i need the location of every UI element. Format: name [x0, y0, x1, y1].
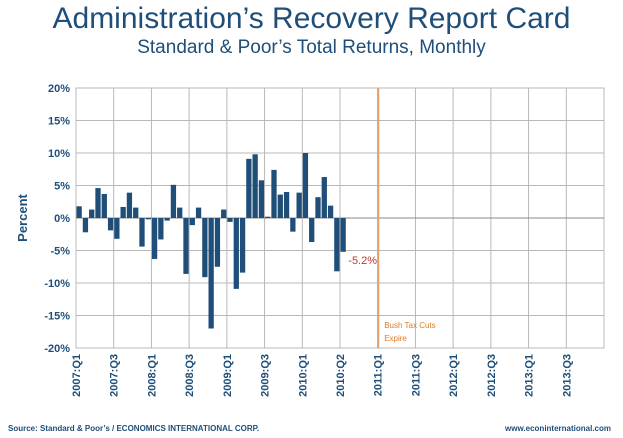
bar	[265, 216, 271, 218]
y-tick-label: 10%	[48, 148, 70, 160]
bar	[95, 188, 101, 218]
bar	[202, 218, 208, 278]
source-note: Source: Standard & Poor’s / ECONOMICS IN…	[8, 424, 260, 433]
bar	[195, 207, 202, 218]
bar	[296, 192, 302, 218]
y-tick-label: -15%	[44, 311, 70, 323]
bar	[145, 218, 151, 220]
x-tick-label: 2007:Q1	[71, 354, 83, 397]
chart-title: Administration’s Recovery Report Card	[52, 2, 571, 35]
bar	[189, 218, 195, 226]
bar	[133, 207, 139, 218]
bar	[151, 218, 158, 259]
x-tick-label: 2008:Q3	[184, 354, 196, 397]
bar	[258, 180, 265, 218]
bar	[315, 197, 321, 218]
bar	[246, 158, 252, 218]
y-tick-label: -20%	[44, 343, 70, 355]
bar	[277, 194, 283, 218]
bar	[107, 218, 114, 231]
bar	[114, 218, 120, 239]
bar	[252, 154, 258, 218]
bar	[120, 206, 126, 218]
bar	[302, 153, 309, 218]
y-axis-label: Percent	[15, 193, 30, 241]
source-url: www.econinternational.com	[505, 424, 611, 433]
bar	[183, 218, 189, 274]
bar	[283, 192, 290, 218]
x-tick-label: 2010:Q2	[335, 354, 347, 397]
bar	[208, 218, 214, 329]
x-tick-label: 2012:Q3	[486, 354, 498, 397]
bar	[227, 218, 233, 222]
bar	[158, 218, 164, 240]
x-tick-label: 2011:Q1	[373, 354, 385, 396]
bar	[221, 209, 227, 218]
bar	[271, 169, 277, 218]
bar	[233, 218, 239, 289]
x-tick-label: 2013:Q3	[561, 354, 573, 397]
y-tick-label: 15%	[48, 116, 70, 128]
y-tick-label: 0%	[54, 213, 70, 225]
bar	[327, 205, 334, 218]
bar	[139, 218, 145, 247]
bar	[321, 177, 327, 218]
annotation-line-1: Bush Tax Cuts	[384, 321, 435, 330]
x-tick-label: 2009:Q3	[260, 354, 272, 397]
x-tick-label: 2013:Q1	[524, 354, 536, 397]
bar	[76, 206, 82, 218]
x-tick-label: 2008:Q1	[146, 354, 158, 397]
data-label: -5.2%	[348, 255, 377, 267]
x-tick-label: 2011:Q3	[410, 354, 422, 396]
x-tick-label: 2010:Q1	[297, 354, 309, 397]
bar	[340, 218, 346, 252]
x-tick-label: 2009:Q1	[222, 354, 234, 397]
bar	[290, 218, 296, 232]
bar	[101, 193, 107, 218]
bar	[164, 218, 170, 221]
chart-subtitle: Standard & Poor’s Total Returns, Monthly	[137, 37, 486, 58]
annotation-line-2: Expire	[384, 334, 407, 343]
bar	[334, 218, 340, 272]
bar	[89, 209, 95, 218]
y-tick-label: 5%	[54, 181, 70, 193]
y-tick-label: -5%	[50, 246, 70, 258]
bar	[82, 218, 89, 233]
y-tick-label: -10%	[44, 278, 70, 290]
x-tick-label: 2007:Q3	[109, 354, 121, 397]
bar	[177, 207, 183, 218]
bar	[170, 184, 177, 218]
bar	[309, 218, 315, 243]
y-tick-label: 20%	[48, 83, 70, 95]
x-tick-label: 2012:Q1	[448, 354, 460, 397]
bar	[239, 218, 246, 273]
bar	[126, 192, 133, 218]
bar	[214, 218, 221, 267]
